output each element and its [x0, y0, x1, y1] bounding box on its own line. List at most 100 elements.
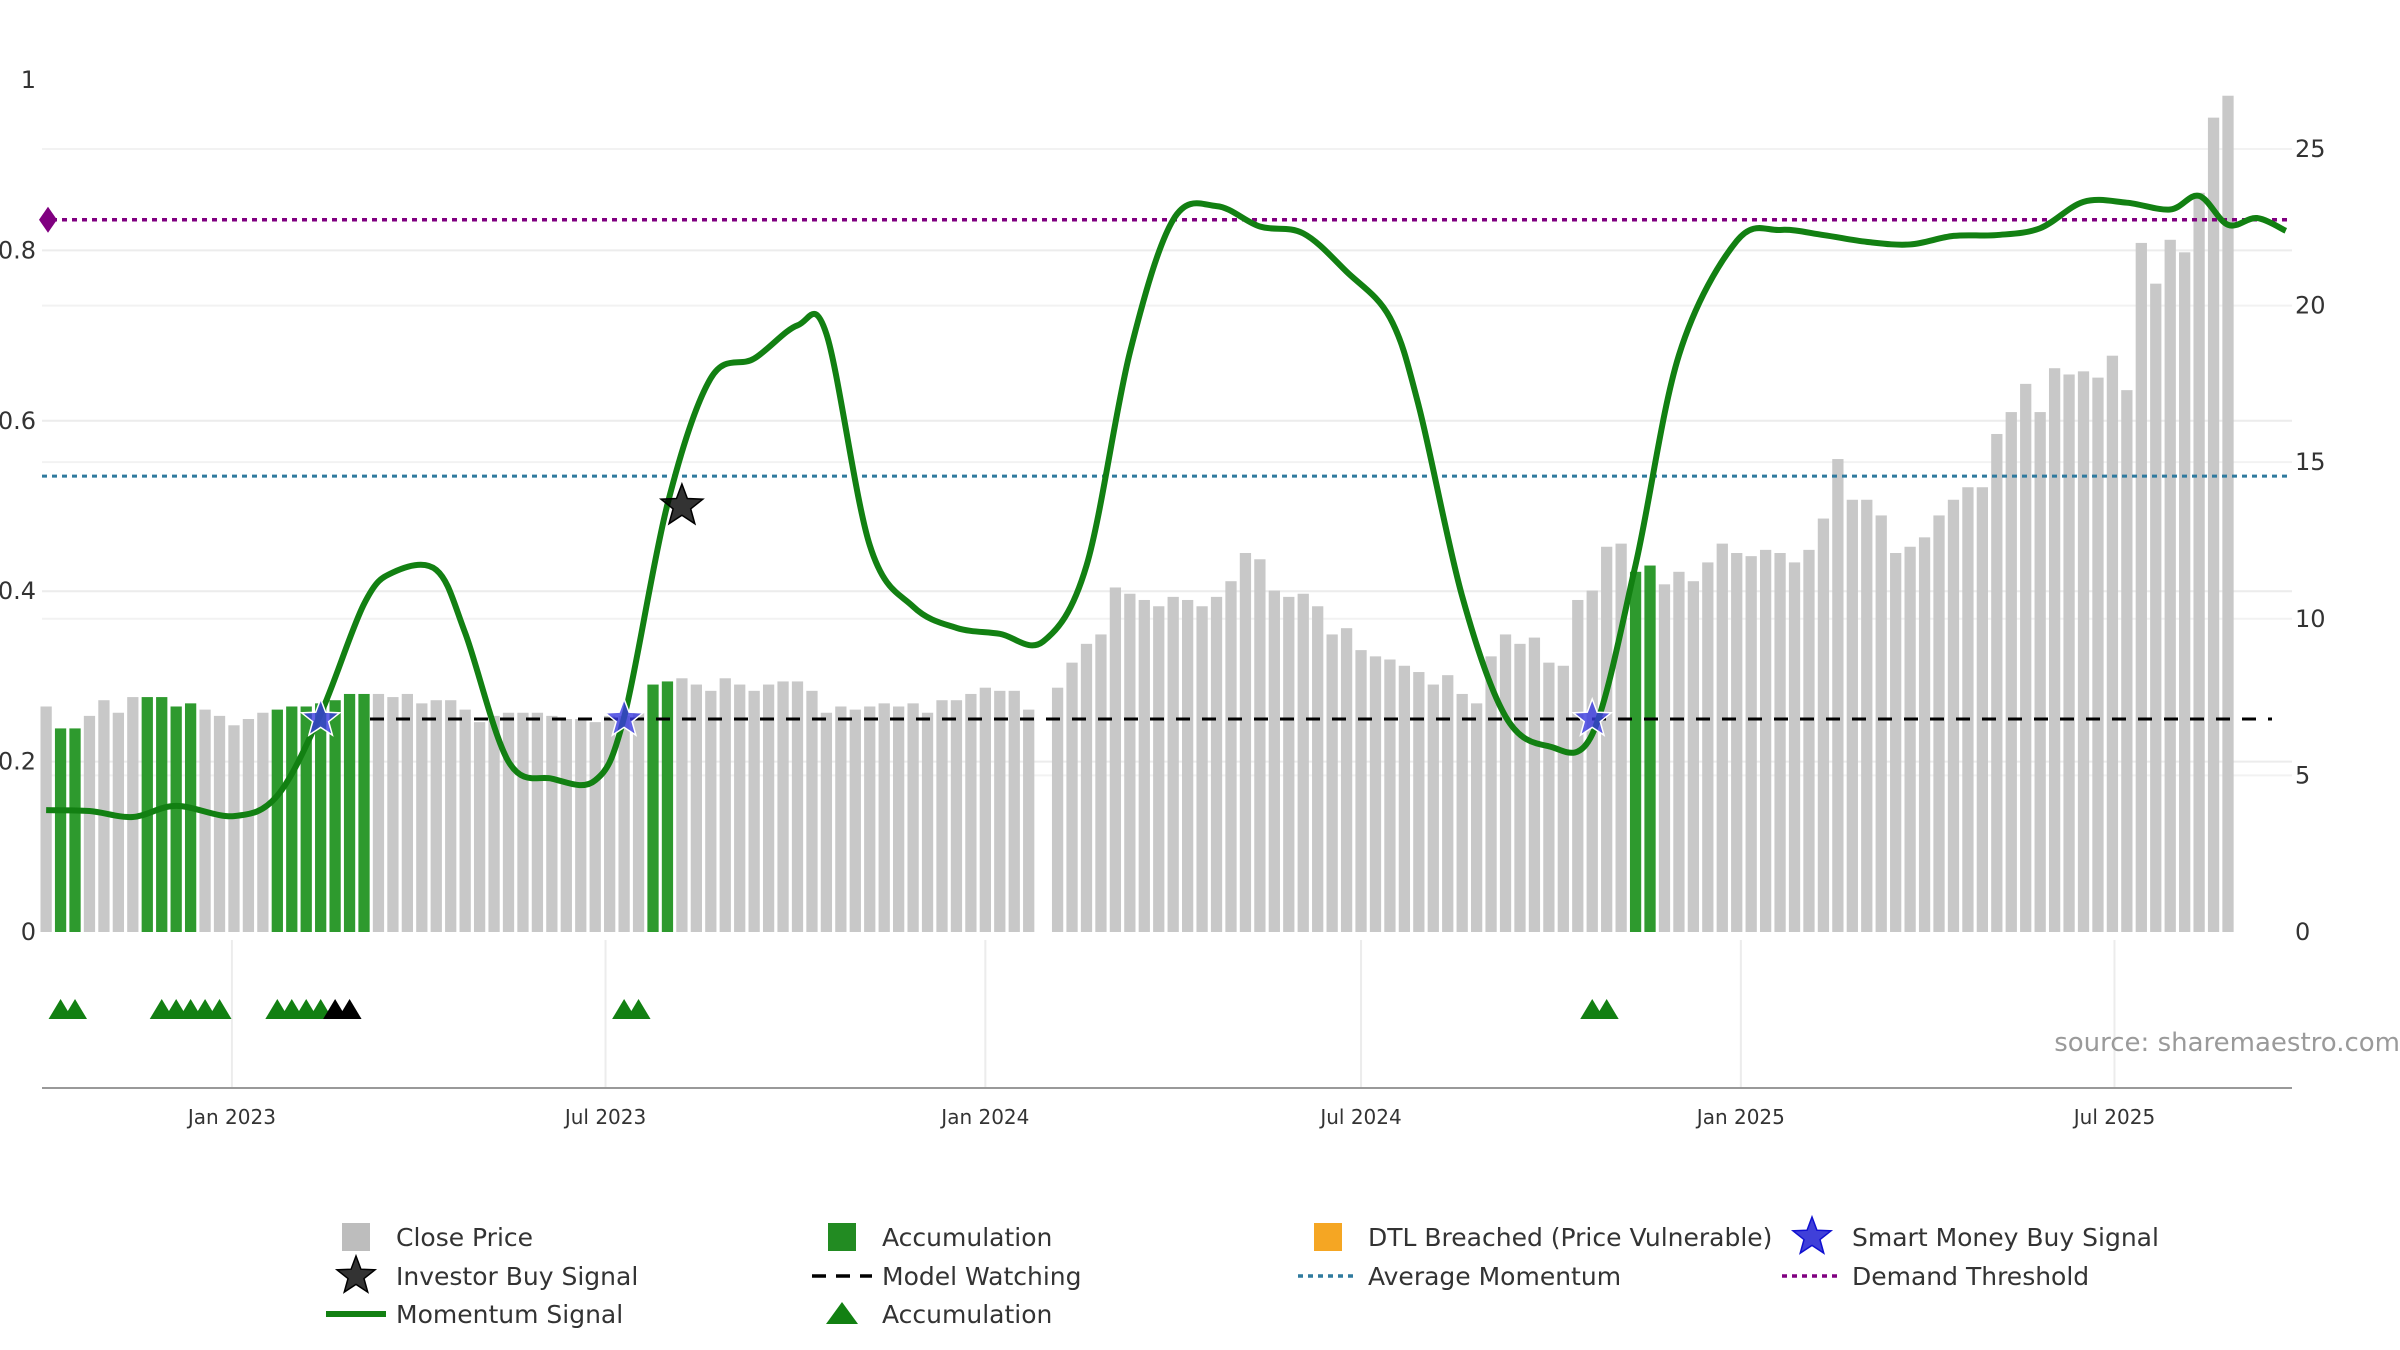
right-tick-label: 5 — [2295, 761, 2310, 789]
price-bar — [2164, 239, 2176, 932]
accumulation-triangle — [626, 999, 651, 1019]
price-bar — [1991, 433, 2003, 932]
signal-markers — [299, 481, 1614, 737]
price-bar — [112, 712, 125, 932]
price-bar — [820, 712, 833, 932]
left-tick-label: 1 — [21, 66, 36, 94]
price-bar — [1890, 553, 1902, 932]
legend-label: Accumulation — [882, 1223, 1052, 1252]
price-bar — [1008, 690, 1020, 932]
price-bar — [40, 706, 52, 932]
price-bar — [921, 712, 934, 932]
accumulation-bar — [170, 706, 182, 932]
price-bar — [1326, 634, 1338, 932]
price-bar — [1369, 656, 1382, 932]
price-bar — [1832, 459, 1844, 932]
grid — [42, 147, 2292, 1088]
legend-item: Demand Threshold — [1782, 1262, 2089, 1291]
price-bar — [777, 681, 789, 932]
price-bar — [1066, 662, 1078, 932]
legend-label: Momentum Signal — [396, 1300, 623, 1329]
price-bar — [1731, 553, 1743, 932]
price-bar — [1268, 590, 1280, 932]
price-bar — [2106, 355, 2119, 933]
left-tick-label: 0.6 — [0, 407, 36, 435]
price-bar — [1499, 634, 1512, 932]
price-bar — [864, 706, 876, 932]
price-bar — [488, 715, 500, 932]
source-label: source: sharemaestro.com — [2054, 1028, 2400, 1058]
x-tick-label: Jul 2024 — [1318, 1105, 1401, 1129]
legend-label: DTL Breached (Price Vulnerable) — [1368, 1223, 1772, 1252]
price-bar — [1167, 596, 1179, 932]
price-bar — [2048, 368, 2061, 932]
price-bar — [1384, 659, 1396, 932]
price-bar — [1846, 499, 1858, 932]
legend-item: Close Price — [342, 1223, 533, 1252]
accumulation-bar — [286, 706, 298, 932]
price-bar — [1615, 543, 1627, 932]
price-bar — [2222, 95, 2234, 933]
price-bar — [849, 709, 861, 932]
accumulation-bar — [661, 681, 674, 932]
price-bar — [1398, 665, 1411, 932]
accumulation-bar — [69, 728, 81, 932]
investor-triangle — [337, 999, 362, 1019]
price-bar — [2193, 192, 2205, 933]
price-bar — [1442, 675, 1454, 932]
accumulation-triangle — [63, 999, 88, 1019]
price-bar — [734, 684, 746, 932]
price-bar — [1572, 599, 1584, 932]
price-bar — [228, 725, 240, 932]
price-bar — [2207, 117, 2220, 932]
price-bar — [1124, 593, 1136, 932]
price-bar — [1817, 518, 1830, 932]
price-bar — [502, 712, 515, 932]
accumulation-bar — [1644, 565, 1656, 932]
price-bar — [1210, 596, 1223, 932]
price-bar — [2005, 412, 2017, 932]
price-bar — [1427, 684, 1439, 932]
price-bar — [199, 709, 211, 932]
accumulation-bar — [329, 700, 341, 932]
accumulation-bar — [343, 693, 356, 932]
price-bar — [994, 690, 1006, 932]
price-bar — [835, 706, 847, 932]
price-bar — [213, 715, 226, 932]
price-bar — [878, 703, 890, 932]
price-bar — [1543, 662, 1555, 932]
right-tick-label: 15 — [2295, 448, 2326, 476]
smart-money-star — [603, 696, 646, 737]
price-bar — [1456, 693, 1468, 932]
price-bar — [1962, 487, 1974, 932]
price-bar — [1283, 596, 1295, 932]
price-bar — [1528, 637, 1541, 932]
momentum-signal-line — [46, 192, 2288, 821]
price-bar — [445, 700, 457, 932]
accumulation-markers — [48, 999, 1619, 1019]
price-bar — [560, 719, 572, 932]
price-bar — [1023, 709, 1035, 932]
legend-item: DTL Breached (Price Vulnerable) — [1314, 1223, 1772, 1252]
price-bar — [690, 684, 702, 932]
price-bar — [791, 681, 804, 932]
right-tick-label: 0 — [2295, 918, 2310, 946]
legend-label: Close Price — [396, 1223, 533, 1252]
price-bar — [1239, 553, 1252, 932]
price-bar — [1745, 556, 1757, 932]
price-bar — [907, 703, 919, 932]
legend-label: Smart Money Buy Signal — [1852, 1223, 2159, 1252]
price-bar — [242, 719, 255, 932]
price-bar — [1673, 571, 1685, 932]
price-bar — [1861, 499, 1873, 932]
price-bar — [1933, 515, 1945, 932]
price-bar — [2150, 283, 2162, 932]
legend: Close Price Accumulation DTL Breached (Pri… — [326, 1214, 2159, 1329]
left-tick-label: 0.8 — [0, 236, 36, 264]
price-bar — [1138, 599, 1150, 932]
left-tick-label: 0.4 — [0, 577, 36, 605]
legend-label: Model Watching — [882, 1262, 1082, 1291]
price-bar — [257, 712, 269, 932]
accumulation-bar — [300, 706, 312, 932]
